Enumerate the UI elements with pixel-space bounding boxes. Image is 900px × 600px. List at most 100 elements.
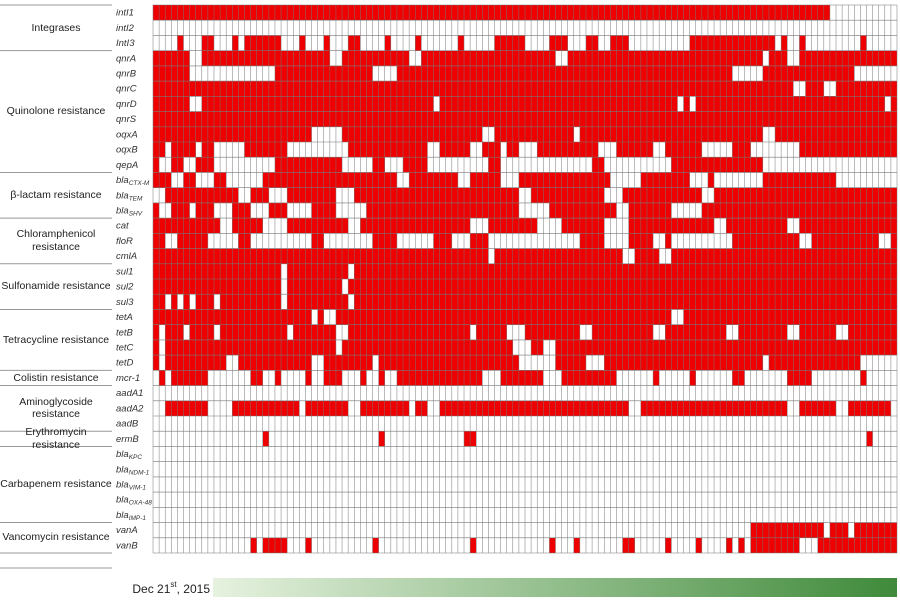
presence-segment [165,324,184,340]
presence-segment [470,233,489,249]
presence-segment [738,537,745,553]
presence-segment [177,35,184,51]
gene-label: sul3 [116,296,134,307]
presence-segment [323,370,343,386]
gene-label: vanB [116,540,138,551]
presence-segment [494,248,623,264]
presence-segment [274,157,343,173]
presence-segment [433,233,452,249]
presence-segment [628,202,672,219]
presence-segment [555,355,586,371]
gene-subscript: OXA-48 [129,499,153,506]
gene-subscript: CTX-M [129,180,150,187]
presence-segment [457,35,465,51]
gene-name: floR [116,235,133,246]
presence-segment [153,279,282,295]
gene-label: blaCTX-M [116,175,150,187]
presence-segment [829,522,849,538]
presence-segment [494,35,525,51]
gene-label: cmlA [116,251,137,262]
gene-name: aadA2 [116,403,144,414]
presence-segment [866,431,873,447]
gene-label: qnrD [116,98,137,109]
presence-segment [274,370,282,386]
gene-name: mcr-1 [116,372,140,383]
timeline-label: Dec 21st, 2015 [132,580,210,596]
presence-segment [305,400,349,416]
presence-segment [549,35,568,51]
gene-name: tetC [116,342,134,353]
presence-segment [732,142,751,158]
gene-label: tetD [116,357,134,368]
gene-name: ermB [116,433,139,444]
presence-segment [342,50,410,66]
presence-segment [549,202,617,219]
gene-name: qnrC [116,83,137,94]
presence-segment [805,81,824,97]
presence-segment [396,65,733,82]
presence-segment [232,35,239,51]
gene-subscript: SHV [129,210,143,217]
presence-segment [439,96,678,112]
presence-segment [476,324,507,340]
gene-name: bla [116,449,129,460]
presence-segment [159,370,166,386]
presence-segment [384,35,391,51]
presence-segment [153,5,830,21]
gene-name: aadB [116,418,139,429]
presence-segment [195,157,214,173]
gene-label: blaVIM-1 [116,479,146,491]
gene-name: aadA1 [116,388,143,399]
timeline-date: Dec 21 [132,582,170,596]
presence-segment [653,370,660,386]
presence-segment [415,35,422,51]
gene-label: oqxB [116,144,138,155]
presence-segment [195,294,214,310]
gene-subscript: KPC [129,454,143,461]
presence-segment [561,218,605,234]
presence-segment [439,142,471,158]
presence-segment [525,324,580,340]
presence-segment [470,172,501,188]
gene-label: qnrB [116,68,137,79]
presence-segment [232,400,300,416]
gene-label: blaOXA-48 [116,494,152,506]
gene-name: sul2 [116,281,134,292]
gene-name: tetA [116,312,133,323]
presence-segment [622,187,702,203]
gene-subscript: TEM [129,195,143,202]
presence-segment [195,202,214,219]
gene-label: blaKPC [116,449,142,461]
group-label: Chloramphenicol resistance [16,228,96,253]
presence-segment [848,400,891,416]
presence-segment [153,263,282,279]
presence-segment [854,522,897,538]
presence-segment [726,537,733,553]
gene-label: sul2 [116,281,134,292]
gene-name: bla [116,479,129,490]
gene-name: bla [116,175,129,186]
presence-segment [354,187,519,203]
presence-segment [153,324,160,340]
presence-segment [665,537,672,553]
group-label: Integrases [31,21,81,34]
gene-name: tetB [116,327,134,338]
presence-segment [250,537,257,553]
presence-segment [695,96,885,112]
presence-segment [683,96,690,112]
gene-name: bla [116,494,129,505]
presence-segment [610,35,629,51]
presence-segment [360,370,367,386]
group-label: Quinolone resistance [6,105,106,118]
presence-segment [317,309,324,325]
presence-segment [171,202,190,219]
presence-segment [305,370,312,386]
presence-segment [262,431,269,447]
presence-segment [439,400,629,416]
gene-label: blaTEM [116,190,143,202]
gene-subscript: VIM-1 [129,484,147,491]
gene-name: intI2 [116,22,135,33]
presence-segment [153,218,221,234]
